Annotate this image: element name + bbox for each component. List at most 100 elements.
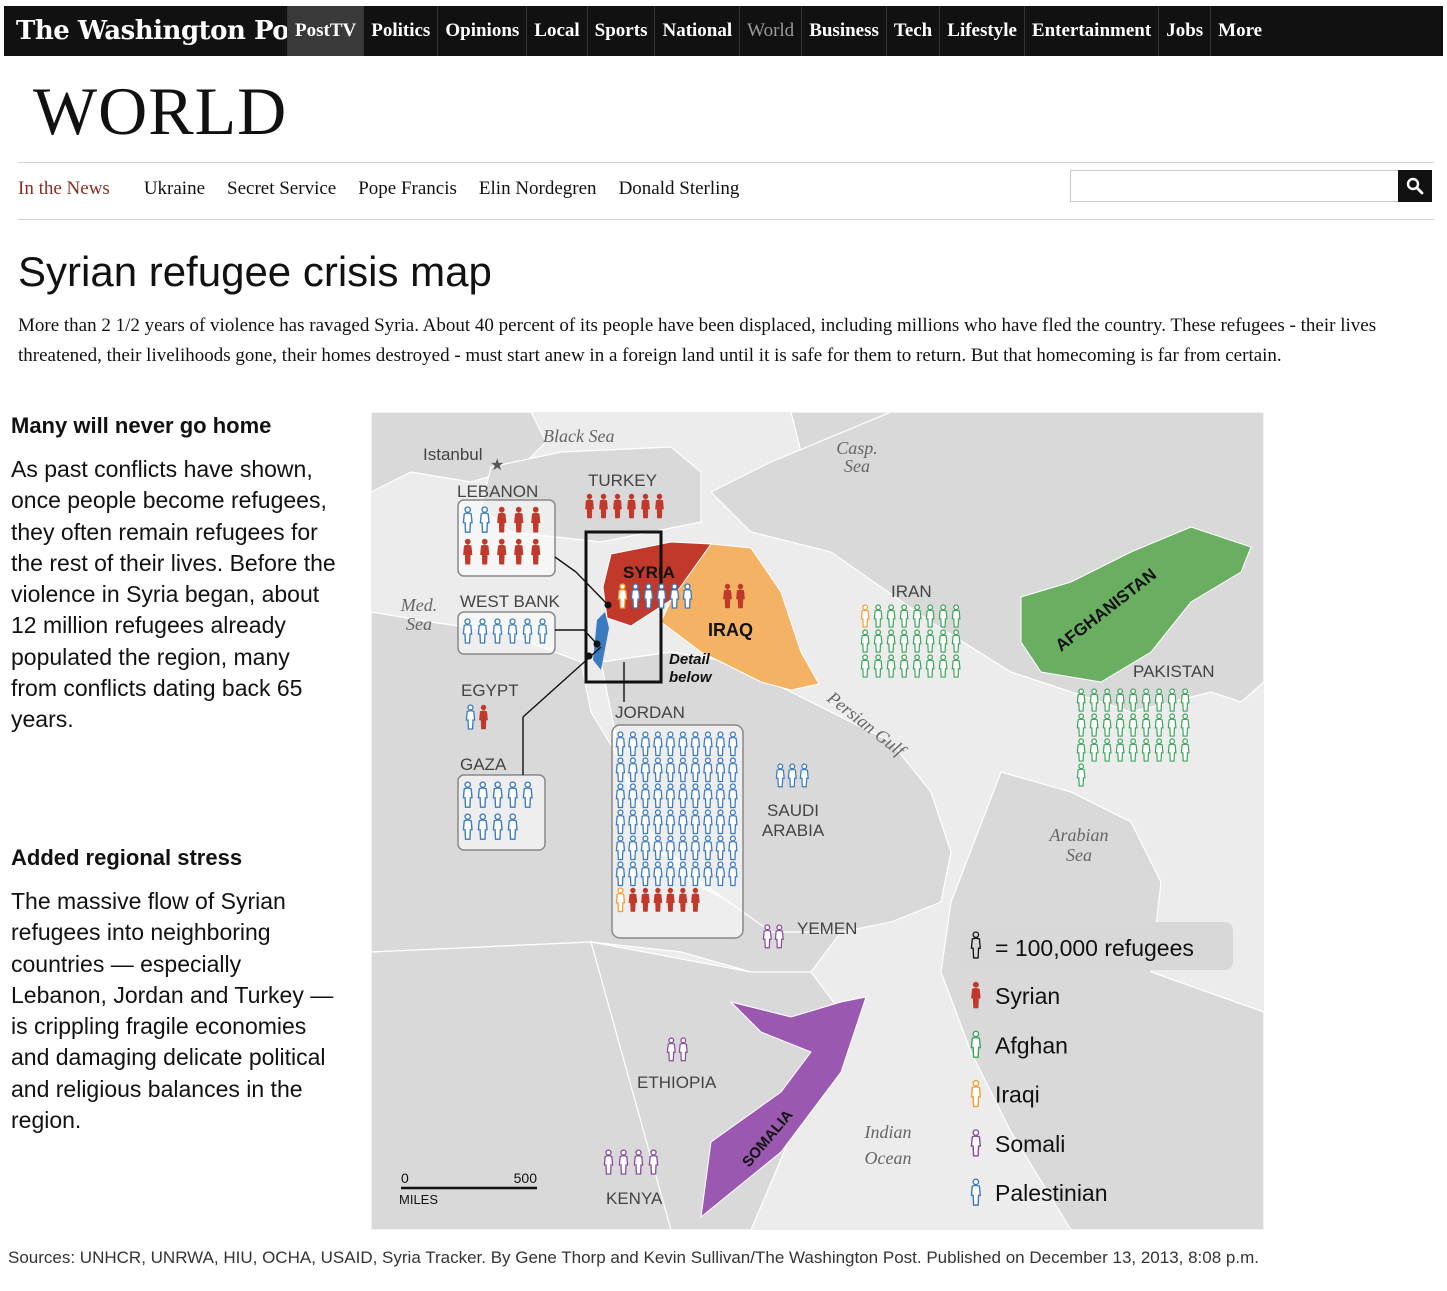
refugee-icon-palestinian [628, 757, 638, 783]
refugee-icon-palestinian [653, 731, 663, 757]
refugee-icon-palestinian [703, 809, 713, 835]
arabian-sea-label-2: Sea [1066, 845, 1092, 865]
nav-item-more[interactable]: More [1210, 6, 1269, 56]
in-the-news-label: In the News [18, 178, 110, 199]
refugee-icon-afghan [951, 654, 961, 678]
refugee-icon-palestinian [615, 757, 626, 783]
news-topic-pope-francis[interactable]: Pope Francis [358, 178, 457, 199]
nav-item-posttv[interactable]: PostTV [287, 6, 364, 56]
refugee-icon-palestinian [703, 861, 713, 887]
refugee-icon-afghan [912, 604, 922, 628]
news-topic-donald-sterling[interactable]: Donald Sterling [618, 178, 740, 199]
refugee-map: ★ Black Sea Casp. Sea Med. Sea Persian G… [371, 412, 1264, 1230]
refugee-icon-afghan [1154, 713, 1164, 737]
detail-label-1: Detail [669, 651, 711, 668]
refugee-icon-afghan [1089, 688, 1099, 712]
refugee-icon-palestinian [678, 783, 688, 809]
nav-item-tech[interactable]: Tech [885, 6, 939, 56]
refugee-icon-afghan [899, 629, 909, 653]
divider [18, 162, 1434, 163]
nav-item-local[interactable]: Local [526, 6, 586, 56]
refugee-icon-palestinian [703, 731, 713, 757]
in-the-news-bar: In the News Ukraine Secret Service Pope Fr… [18, 178, 761, 200]
refugee-icon-palestinian [665, 783, 676, 809]
news-topic-secret-service[interactable]: Secret Service [227, 178, 337, 199]
nav-item-politics[interactable]: Politics [363, 6, 437, 56]
refugee-icon-afghan [873, 604, 883, 628]
search-button[interactable] [1398, 170, 1432, 202]
refugee-icon-afghan [1141, 738, 1151, 762]
washington-post-logo[interactable]: The Washington Post [16, 16, 315, 46]
refugee-icon-afghan [1076, 738, 1086, 762]
refugee-icon-palestinian [628, 861, 638, 887]
refugee-icon-somali [648, 1149, 659, 1175]
refugee-icon-palestinian [628, 731, 638, 757]
nav-item-opinions[interactable]: Opinions [437, 6, 526, 56]
refugee-icon-afghan [1102, 713, 1112, 737]
arabian-sea-label-1: Arabian [1048, 825, 1108, 845]
lebanon-box [457, 499, 556, 577]
refugee-icon-palestinian [479, 506, 490, 533]
refugee-icon-palestinian [628, 783, 638, 809]
refugee-icon-afghan [1141, 688, 1151, 712]
legend-label-palestinian: Palestinian [995, 1180, 1108, 1206]
refugee-icon-somali [618, 1149, 629, 1175]
refugee-icon-palestinian [492, 781, 503, 808]
refugee-icon-afghan [1128, 738, 1138, 762]
refugee-icon-afghan [1141, 713, 1151, 737]
refugee-icon-palestinian [640, 757, 651, 783]
refugee-icon-afghan [886, 604, 896, 628]
legend-label-syrian: Syrian [995, 983, 1060, 1009]
nav-item-sports[interactable]: Sports [586, 6, 655, 56]
lebanon-label: LEBANON [457, 482, 538, 501]
nav-item-lifestyle[interactable]: Lifestyle [939, 6, 1024, 56]
nav-item-world[interactable]: World [739, 6, 801, 56]
refugee-icon-palestinian [715, 783, 726, 809]
refugee-icon-palestinian [465, 704, 476, 730]
sources-credit: Sources: UNHCR, UNRWA, HIU, OCHA, USAID,… [8, 1248, 1259, 1267]
refugee-icon-afghan [1089, 738, 1099, 762]
refugee-icon-afghan [1167, 738, 1177, 762]
search-input[interactable] [1070, 170, 1400, 202]
gaza-label: GAZA [460, 755, 507, 774]
refugee-icon-palestinian [715, 861, 726, 887]
refugee-icon-somali [762, 924, 772, 949]
refugee-icon-palestinian [653, 757, 663, 783]
nav-item-jobs[interactable]: Jobs [1158, 6, 1210, 56]
nav-item-entertainment[interactable]: Entertainment [1023, 6, 1158, 56]
refugee-icon-afghan [899, 654, 909, 678]
news-topic-elin-nordegren[interactable]: Elin Nordegren [478, 178, 597, 199]
refugee-icon-palestinian [477, 813, 488, 840]
refugee-icon-palestinian [703, 783, 713, 809]
saudi-arabia-label-2: ARABIA [762, 821, 825, 840]
news-topic-ukraine[interactable]: Ukraine [143, 178, 206, 199]
refugee-icon-palestinian [799, 763, 809, 788]
istanbul-label: Istanbul [423, 445, 483, 464]
afghanistan-shape [1020, 526, 1252, 683]
refugee-icon-afghan [1128, 713, 1138, 737]
refugee-icon-palestinian [787, 763, 797, 788]
nav-item-business[interactable]: Business [801, 6, 886, 56]
search-icon [1406, 177, 1424, 195]
casp-sea-label-2: Sea [844, 456, 870, 476]
refugee-icon-afghan [860, 629, 870, 653]
nav-item-national[interactable]: National [654, 6, 739, 56]
refugee-icon-palestinian [462, 813, 473, 840]
refugee-icon-palestinian [690, 731, 701, 757]
refugee-icon-palestinian [640, 861, 651, 887]
refugee-icon-palestinian [615, 809, 626, 835]
refugee-icon-afghan [951, 604, 961, 628]
refugee-icon-palestinian [715, 809, 726, 835]
med-sea-label-2: Sea [406, 614, 432, 634]
top-navigation-bar: The Washington Post PostTV Politics Opinio… [4, 6, 1443, 56]
refugee-icon-palestinian [690, 809, 701, 835]
refugee-icon-palestinian [715, 757, 726, 783]
med-sea-label-1: Med. [400, 595, 437, 615]
syria-label: SYRIA [623, 563, 675, 582]
refugee-icon-palestinian [507, 813, 518, 840]
refugee-icon-palestinian [690, 783, 701, 809]
refugee-icon-palestinian [728, 861, 738, 887]
refugee-icon-afghan [1180, 713, 1190, 737]
legend-label-afghan: Afghan [995, 1032, 1068, 1058]
refugee-icon-palestinian [728, 783, 738, 809]
